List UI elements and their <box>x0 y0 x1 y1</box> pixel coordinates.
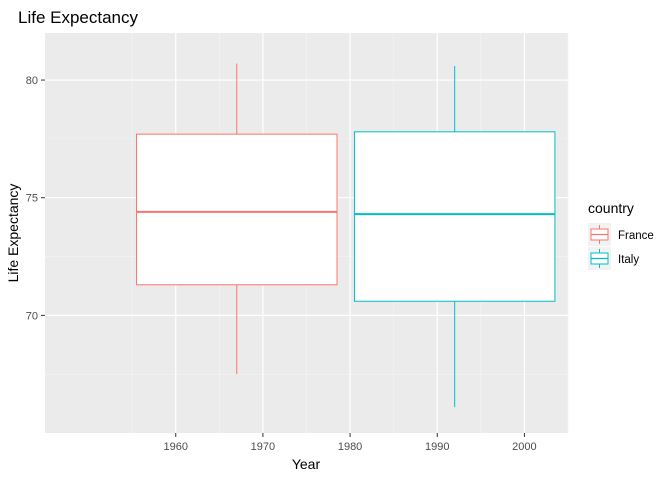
y-tick-label: 75 <box>26 193 38 205</box>
x-tick-label: 1980 <box>338 441 362 453</box>
axes: 1960 1970 1980 1990 2000 70 75 80 <box>26 75 537 453</box>
box <box>136 133 338 286</box>
x-axis-label: Year <box>292 456 321 472</box>
y-tick-label: 70 <box>26 310 38 322</box>
legend: country France Italy <box>588 200 654 270</box>
legend-key-france <box>588 223 611 246</box>
chart-title: Life Expectancy <box>18 8 139 27</box>
x-tick-label: 1960 <box>164 441 188 453</box>
boxplot-france <box>136 63 338 375</box>
legend-items: France Italy <box>588 223 654 270</box>
y-tick-label: 80 <box>26 75 38 87</box>
x-tick-label: 1990 <box>425 441 449 453</box>
boxplot-italy <box>353 65 556 408</box>
y-axis-label: Life Expectancy <box>5 184 21 283</box>
x-tick-label: 1970 <box>251 441 275 453</box>
box <box>353 131 556 302</box>
legend-key-italy <box>588 247 611 270</box>
legend-label-italy: Italy <box>618 254 639 266</box>
legend-label-france: France <box>618 230 654 242</box>
x-tick-label: 2000 <box>512 441 536 453</box>
boxplots <box>136 63 556 408</box>
legend-title: country <box>588 200 634 216</box>
